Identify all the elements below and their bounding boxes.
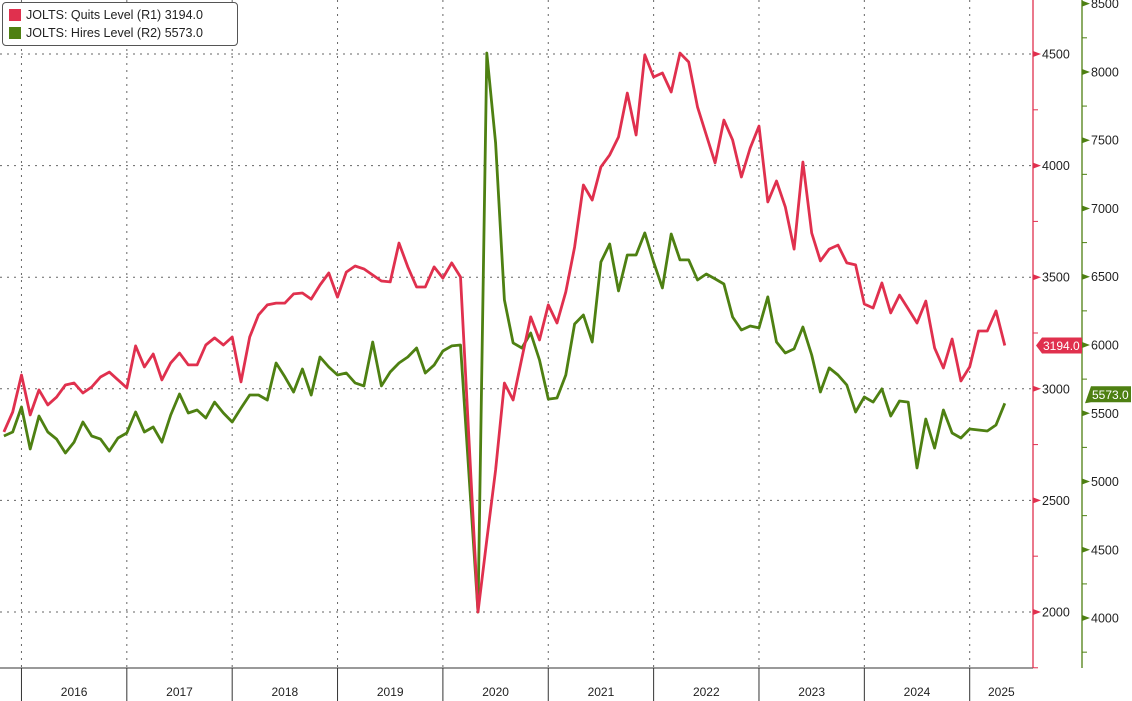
legend-item-hires: JOLTS: Hires Level (R2) 5573.0 <box>9 24 231 42</box>
legend-last-value: 3194.0 <box>164 8 203 22</box>
y-tick-label-r2: 6500 <box>1091 270 1119 284</box>
axis-tick-r1 <box>1033 385 1041 392</box>
x-tick-label: 2017 <box>166 685 193 699</box>
axis-tick-r2 <box>1082 273 1090 280</box>
last-value-label: 5573.0 <box>1092 388 1129 402</box>
y-tick-label-r2: 8500 <box>1091 0 1119 11</box>
axis-tick-r1 <box>1033 608 1041 615</box>
legend-item-quits: JOLTS: Quits Level (R1) 3194.0 <box>9 6 231 24</box>
series-line-quits <box>2 51 1007 614</box>
axis-tick-r1 <box>1033 497 1041 504</box>
y-tick-label-r2: 4500 <box>1091 543 1119 557</box>
axis-tick-r2 <box>1082 410 1090 417</box>
y-tick-label-r2: 5500 <box>1091 407 1119 421</box>
axis-tick-r2 <box>1082 615 1090 622</box>
axis-tick-r2 <box>1082 478 1090 485</box>
axis-tick-r1 <box>1033 162 1041 169</box>
x-tick-label: 2022 <box>693 685 720 699</box>
y-tick-label-r2: 6000 <box>1091 338 1119 352</box>
y-tick-label-r2: 7500 <box>1091 134 1119 148</box>
x-tick-label: 2023 <box>798 685 825 699</box>
last-value-tag-quits <box>1036 337 1082 354</box>
hires-swatch <box>9 27 21 39</box>
y-tick-label-r1: 4000 <box>1042 159 1070 173</box>
legend-label: JOLTS: Quits Level (R1) <box>26 8 162 22</box>
axis-tick-r2 <box>1082 205 1090 212</box>
series-line-hires <box>3 51 1007 614</box>
x-tick-label: 2018 <box>272 685 299 699</box>
axis-tick-r1 <box>1033 274 1041 281</box>
x-tick-label: 2020 <box>482 685 509 699</box>
y-tick-label-r2: 5000 <box>1091 475 1119 489</box>
y-tick-label-r1: 4500 <box>1042 48 1070 62</box>
y-tick-label-r1: 3500 <box>1042 271 1070 285</box>
axis-tick-r2 <box>1082 0 1090 7</box>
y-tick-label-r1: 2500 <box>1042 494 1070 508</box>
x-tick-label: 2016 <box>61 685 88 699</box>
y-tick-label-r2: 8000 <box>1091 65 1119 79</box>
axis-tick-r2 <box>1082 68 1090 75</box>
x-tick-label: 2025 <box>988 685 1015 699</box>
quits-swatch <box>9 9 21 21</box>
x-tick-label: 2024 <box>904 685 931 699</box>
axis-tick-r2 <box>1082 546 1090 553</box>
x-tick-label: 2019 <box>377 685 404 699</box>
y-tick-label-r2: 7000 <box>1091 202 1119 216</box>
legend-last-value: 5573.0 <box>164 26 203 40</box>
legend-label: JOLTS: Hires Level (R2) <box>26 26 162 40</box>
last-value-label: 3194.0 <box>1043 339 1080 353</box>
axis-tick-r2 <box>1082 341 1090 348</box>
last-value-tag-hires <box>1085 386 1131 404</box>
axis-tick-r1 <box>1033 51 1041 58</box>
legend: JOLTS: Quits Level (R1) 3194.0 JOLTS: Hi… <box>2 2 238 46</box>
x-tick-label: 2021 <box>588 685 615 699</box>
y-tick-label-r1: 2000 <box>1042 605 1070 619</box>
axis-tick-r2 <box>1082 137 1090 144</box>
y-tick-label-r1: 3000 <box>1042 382 1070 396</box>
y-tick-label-r2: 4000 <box>1091 612 1119 626</box>
